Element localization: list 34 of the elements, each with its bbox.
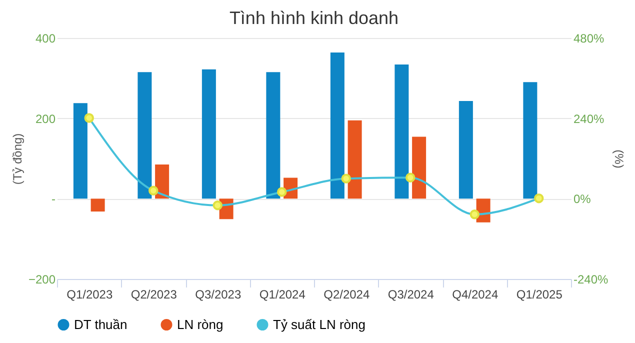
legend-label: Tỷ suất LN ròng — [273, 316, 366, 332]
y-axis-title: (Tỷ đồng) — [10, 133, 24, 185]
bar — [412, 136, 426, 199]
y-tick-label: - — [52, 192, 56, 206]
y2-axis-title: (%) — [612, 150, 626, 168]
bar — [394, 64, 409, 199]
bar — [330, 52, 344, 199]
bar — [155, 164, 170, 199]
bar — [458, 101, 473, 199]
bar — [523, 82, 538, 199]
x-tick-label: Q2/2023 — [130, 288, 178, 302]
legend-label: LN ròng — [177, 316, 224, 332]
y-tick-label: 400 — [35, 32, 56, 46]
y-tick-label: −200 — [28, 272, 56, 286]
x-tick-label: Q1/2023 — [66, 288, 113, 302]
bar — [266, 72, 280, 199]
x-tick-label: Q1/2024 — [259, 288, 306, 302]
legend-label: DT thuần — [74, 316, 128, 332]
y2-tick-label: 480% — [574, 32, 605, 46]
x-tick-label: Q2/2024 — [324, 288, 370, 302]
y2-tick-label: 0% — [574, 192, 592, 206]
bar — [202, 69, 216, 199]
chart-title: Tình hình kinh doanh — [229, 8, 399, 28]
bar — [90, 198, 105, 212]
x-tick-label: Q4/2024 — [452, 288, 498, 302]
y2-tick-label: -240% — [574, 272, 609, 286]
x-tick-label: Q1/2025 — [516, 288, 563, 302]
x-tick-label: Q3/2023 — [195, 288, 242, 302]
x-tick-label: Q3/2024 — [388, 288, 434, 302]
y2-tick-label: 240% — [574, 112, 605, 126]
bar — [138, 72, 152, 199]
bar — [348, 120, 362, 199]
bar — [73, 103, 88, 199]
y-tick-label: 200 — [35, 112, 56, 126]
